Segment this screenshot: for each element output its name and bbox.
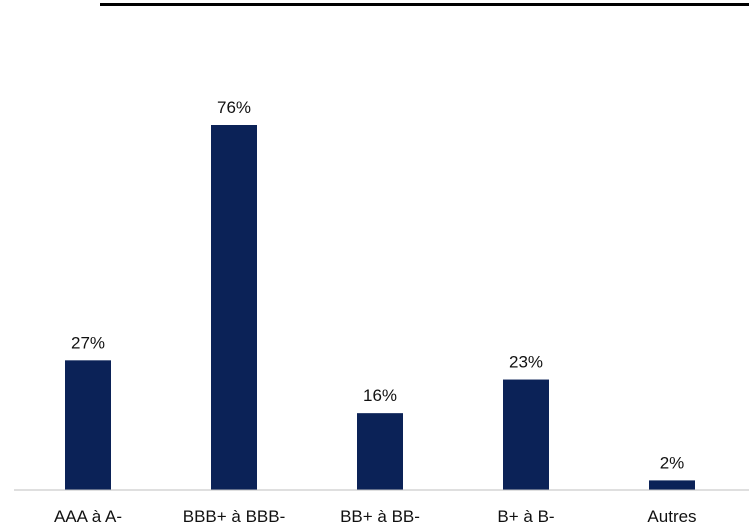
data-label-4: 2%: [660, 453, 685, 472]
bar-0: [65, 360, 111, 490]
category-label-0: AAA à A-: [54, 507, 122, 526]
data-label-2: 16%: [363, 386, 397, 405]
category-label-3: B+ à B-: [497, 507, 554, 526]
top-rule: [100, 3, 749, 6]
bars-group: [65, 125, 695, 490]
bar-1: [211, 125, 257, 490]
data-labels-group: 27% 76% 16% 23% 2%: [71, 98, 684, 472]
bar-3: [503, 379, 549, 490]
data-label-1: 76%: [217, 98, 251, 117]
data-label-3: 23%: [509, 353, 543, 372]
category-labels-group: AAA à A- BBB+ à BBB- BB+ à BB- B+ à B- Autre…: [54, 507, 697, 526]
bar-2: [357, 413, 403, 490]
category-label-4: Autres: [647, 507, 696, 526]
data-label-0: 27%: [71, 333, 105, 352]
category-label-2: BB+ à BB-: [340, 507, 420, 526]
bar-4: [649, 480, 695, 490]
category-label-1: BBB+ à BBB-: [183, 507, 286, 526]
